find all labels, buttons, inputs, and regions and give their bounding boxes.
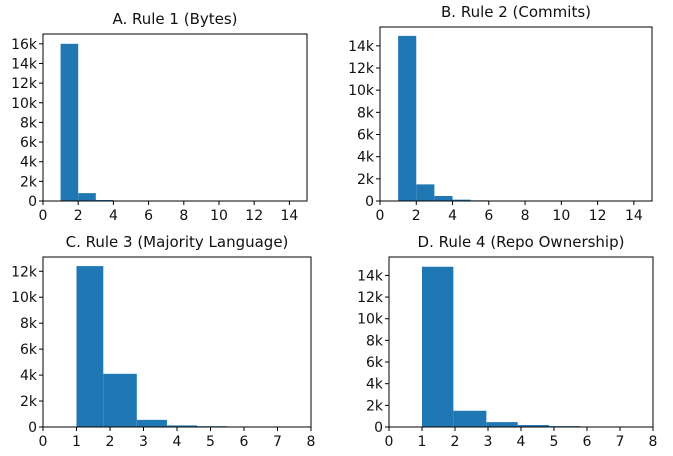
x-tick-label: 4 [517,434,526,450]
histogram-bar [166,425,198,427]
y-tick-label: 16k [11,37,38,53]
y-tick-label: 0 [28,420,37,436]
x-tick-label: 0 [385,434,394,450]
subplot-title: D. Rule 4 (Repo Ownership) [418,233,625,251]
x-tick-label: 6 [583,434,592,450]
y-tick-label: 8k [357,105,375,121]
y-tick-label: 12k [11,76,38,92]
x-tick-label: 1 [72,434,81,450]
y-tick-label: 4k [20,368,38,384]
histogram-bar [103,373,137,427]
y-tick-label: 14k [357,268,384,284]
x-tick-label: 5 [550,434,559,450]
subplot-4: D. Rule 4 (Repo Ownership) 0 1 2 3 4 5 6 7 8 0 2k 4k… [357,233,657,450]
x-tick-label: 6 [144,208,153,224]
x-tick-label: 0 [39,434,48,450]
histogram-bar [136,419,167,427]
y-tick-label: 2k [366,398,384,414]
x-tick-label: 8 [179,208,188,224]
subplot-title: B. Rule 2 (Commits) [441,3,591,21]
x-tick-label: 0 [39,208,48,224]
y-tick-label: 2k [357,172,375,188]
y-tick-label: 10k [11,290,38,306]
axes-frame [379,26,653,202]
histogram-bar [486,422,518,427]
x-tick-label: 14 [280,208,298,224]
x-tick-label: 6 [484,208,493,224]
x-tick-label: 7 [273,434,282,450]
y-tick-label: 6k [357,128,375,144]
histogram-bar [398,35,417,202]
y-tick-label: 0 [374,420,383,436]
y-tick-label: 8k [20,115,38,131]
x-tick-label: 1 [418,434,427,450]
subplot-1: A. Rule 1 (Bytes) 0 2 4 6 8 10 12 14 0 2k 4k 6k 8k 10k… [11,10,308,224]
x-tick-label: 8 [649,434,658,450]
y-tick-label: 8k [20,316,38,332]
histogram-bar [416,184,435,201]
histogram-bar [78,193,96,201]
x-tick-label: 5 [206,434,215,450]
x-tick-label: 2 [74,208,83,224]
subplot-2: B. Rule 2 (Commits) 0 2 4 6 8 10 12 14 0 2k 4k 6k 8k 1… [348,3,653,224]
y-tick-label: 12k [348,61,375,77]
axes-frame [42,33,308,202]
subplot-3: C. Rule 3 (Majority Language) 0 1 2 3 4 5 6 7 8 0 2… [11,233,315,450]
subplot-title: A. Rule 1 (Bytes) [112,10,237,28]
x-tick-label: 0 [376,208,385,224]
subplot-title: C. Rule 3 (Majority Language) [66,233,289,251]
y-tick-label: 0 [28,194,37,210]
y-tick-label: 6k [20,342,38,358]
x-tick-label: 2 [451,434,460,450]
x-tick-label: 14 [625,208,643,224]
x-tick-label: 12 [245,208,263,224]
x-tick-label: 4 [448,208,457,224]
x-tick-label: 12 [589,208,607,224]
x-tick-label: 6 [240,434,249,450]
y-tick-label: 4k [20,155,38,171]
x-tick-label: 3 [484,434,493,450]
histogram-bar [434,196,453,201]
x-tick-label: 4 [173,434,182,450]
x-tick-label: 2 [106,434,115,450]
y-tick-label: 10k [348,83,375,99]
y-tick-label: 2k [20,174,38,190]
histogram-bar [517,425,550,427]
histogram-bar [422,266,454,427]
y-tick-label: 4k [357,150,375,166]
y-tick-label: 12k [357,290,384,306]
x-tick-label: 3 [139,434,148,450]
x-tick-label: 2 [412,208,421,224]
y-tick-label: 14k [348,39,375,55]
x-tick-label: 10 [210,208,228,224]
y-tick-label: 8k [366,333,384,349]
y-tick-label: 6k [20,135,38,151]
histogram-bar [452,199,471,201]
y-tick-label: 10k [357,312,384,328]
histogram-bar [60,43,79,201]
histogram-bar [453,410,487,427]
x-tick-label: 4 [109,208,118,224]
y-tick-label: 2k [20,394,38,410]
y-tick-label: 0 [365,194,374,210]
x-tick-label: 8 [521,208,530,224]
y-tick-label: 6k [366,355,384,371]
y-tick-label: 12k [11,264,38,280]
y-tick-label: 4k [366,377,384,393]
x-tick-label: 8 [307,434,316,450]
y-tick-label: 10k [11,96,38,112]
y-tick-label: 14k [11,56,38,72]
x-tick-label: 10 [552,208,570,224]
histogram-bar [76,266,104,427]
x-tick-label: 7 [616,434,625,450]
